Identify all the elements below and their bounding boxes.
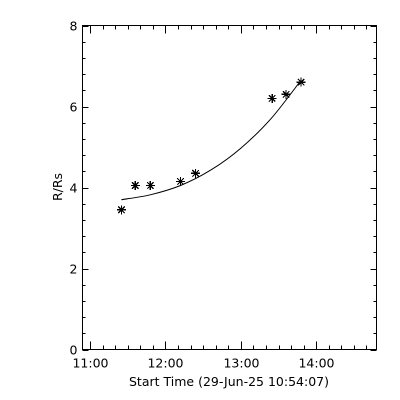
- data-point: [296, 77, 306, 87]
- y-tick-label: 0: [70, 343, 78, 358]
- plot-frame: [82, 25, 377, 350]
- y-tick-label: 8: [70, 19, 78, 34]
- marker-stroke: [117, 206, 126, 214]
- x-tick-label: 13:00: [223, 356, 259, 371]
- marker-stroke: [282, 90, 290, 98]
- y-axis-label: R/Rs: [50, 173, 65, 201]
- data-points: [116, 77, 306, 215]
- y-tick-label: 2: [70, 262, 78, 277]
- data-point: [191, 168, 201, 178]
- marker-stroke: [191, 169, 200, 177]
- data-point: [267, 93, 277, 103]
- data-point: [176, 176, 185, 186]
- data-point: [116, 205, 126, 215]
- marker-stroke: [297, 78, 305, 86]
- x-tick-label: 12:00: [147, 356, 183, 371]
- marker-stroke: [146, 181, 154, 190]
- data-point: [130, 181, 140, 190]
- marker-stroke: [268, 94, 276, 103]
- marker-stroke: [131, 181, 139, 190]
- x-axis: 11:00 12:00 13:00 14:00: [72, 25, 367, 371]
- y-tick-label: 4: [70, 181, 78, 196]
- y-axis: 0 2 4 6 8: [70, 19, 377, 358]
- y-tick-label: 6: [70, 100, 78, 115]
- data-point: [281, 89, 291, 99]
- marker-stroke: [176, 177, 185, 186]
- x-tick-label: 14:00: [298, 356, 334, 371]
- x-tick-label: 11:00: [72, 356, 108, 371]
- fit-curve: [121, 79, 302, 201]
- data-point: [145, 181, 155, 190]
- x-axis-label: Start Time (29-Jun-25 10:54:07): [129, 374, 329, 389]
